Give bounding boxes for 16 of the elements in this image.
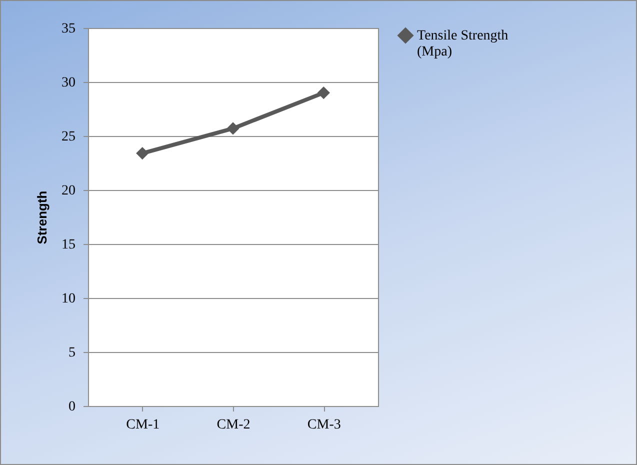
point [317, 86, 330, 100]
y-tick-label: 5 [68, 346, 76, 360]
point [136, 146, 149, 160]
y-tick-label: 30 [62, 76, 76, 90]
y-tick-label: 10 [62, 292, 76, 306]
x-tick-label: CM-3 [307, 418, 341, 432]
y-tick-label: 25 [62, 130, 76, 144]
y-tick-label: 15 [62, 238, 76, 252]
y-tick-label: 35 [62, 22, 76, 36]
y-axis-title: Strength [34, 190, 50, 244]
x-tick-label: CM-1 [126, 418, 160, 432]
x-tick-label: CM-2 [216, 418, 250, 432]
legend-label: Tensile Strength (Mpa) [417, 28, 508, 60]
point [226, 122, 240, 135]
y-tick-label: 0 [68, 400, 76, 414]
y-tick-label: 20 [62, 184, 76, 198]
